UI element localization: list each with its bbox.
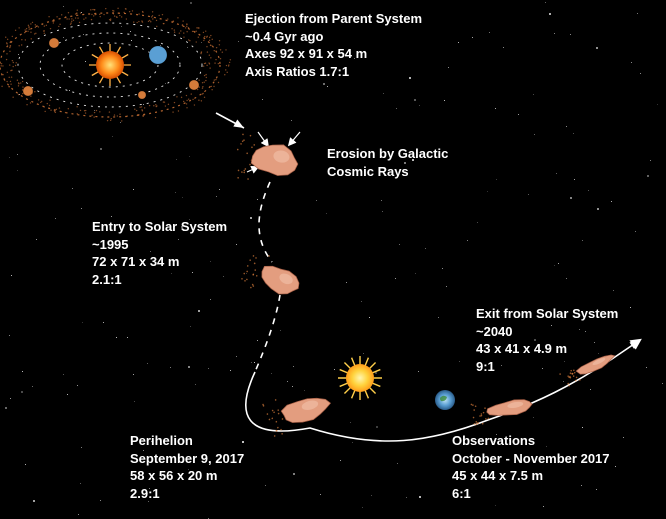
label-line: October - November 2017: [452, 450, 610, 468]
label-line: 45 x 44 x 7.5 m: [452, 467, 610, 485]
label-erosion: Erosion by Galactic Cosmic Rays: [327, 145, 448, 180]
label-line: 43 x 41 x 4.9 m: [476, 340, 618, 358]
label-line: Cosmic Rays: [327, 163, 448, 181]
label-perihelion: Perihelion September 9, 2017 58 x 56 x 2…: [130, 432, 244, 502]
label-exit: Exit from Solar System ~2040 43 x 41 x 4…: [476, 305, 618, 375]
label-line: 9:1: [476, 358, 618, 376]
label-entry: Entry to Solar System ~1995 72 x 71 x 34…: [92, 218, 227, 288]
label-title: Erosion by Galactic: [327, 145, 448, 163]
label-line: ~1995: [92, 236, 227, 254]
label-title: Observations: [452, 432, 610, 450]
label-observations: Observations October - November 2017 45 …: [452, 432, 610, 502]
label-title: Exit from Solar System: [476, 305, 618, 323]
label-line: 72 x 71 x 34 m: [92, 253, 227, 271]
label-title: Entry to Solar System: [92, 218, 227, 236]
label-line: Axes 92 x 91 x 54 m: [245, 45, 422, 63]
label-title: Perihelion: [130, 432, 244, 450]
label-line: Axis Ratios 1.7:1: [245, 63, 422, 81]
label-line: 58 x 56 x 20 m: [130, 467, 244, 485]
label-line: ~2040: [476, 323, 618, 341]
label-line: ~0.4 Gyr ago: [245, 28, 422, 46]
label-title: Ejection from Parent System: [245, 10, 422, 28]
label-line: September 9, 2017: [130, 450, 244, 468]
label-line: 2.1:1: [92, 271, 227, 289]
label-line: 2.9:1: [130, 485, 244, 503]
label-ejection: Ejection from Parent System ~0.4 Gyr ago…: [245, 10, 422, 80]
label-line: 6:1: [452, 485, 610, 503]
